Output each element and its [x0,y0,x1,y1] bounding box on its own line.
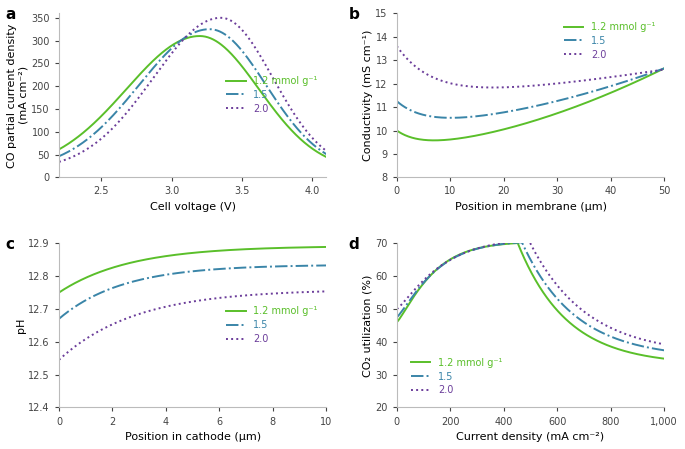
Text: c: c [5,237,14,252]
Y-axis label: Conductivity (mS cm⁻¹): Conductivity (mS cm⁻¹) [362,30,373,161]
Text: d: d [349,237,360,252]
Legend: 1.2 mmol g⁻¹, 1.5, 2.0: 1.2 mmol g⁻¹, 1.5, 2.0 [222,303,321,348]
Legend: 1.2 mmol g⁻¹, 1.5, 2.0: 1.2 mmol g⁻¹, 1.5, 2.0 [407,354,506,399]
Legend: 1.2 mmol g⁻¹, 1.5, 2.0: 1.2 mmol g⁻¹, 1.5, 2.0 [560,18,660,64]
Y-axis label: CO₂ utilization (%): CO₂ utilization (%) [362,274,373,377]
X-axis label: Cell voltage (V): Cell voltage (V) [150,202,236,212]
X-axis label: Current density (mA cm⁻²): Current density (mA cm⁻²) [456,432,605,442]
X-axis label: Position in cathode (μm): Position in cathode (μm) [125,432,261,442]
X-axis label: Position in membrane (μm): Position in membrane (μm) [455,202,606,212]
Legend: 1.2 mmol g⁻¹, 1.5, 2.0: 1.2 mmol g⁻¹, 1.5, 2.0 [222,73,321,118]
Y-axis label: CO partial current density
(mA cm⁻²): CO partial current density (mA cm⁻²) [7,23,29,167]
Text: a: a [5,7,16,22]
Text: b: b [349,7,360,22]
Y-axis label: pH: pH [16,318,25,333]
